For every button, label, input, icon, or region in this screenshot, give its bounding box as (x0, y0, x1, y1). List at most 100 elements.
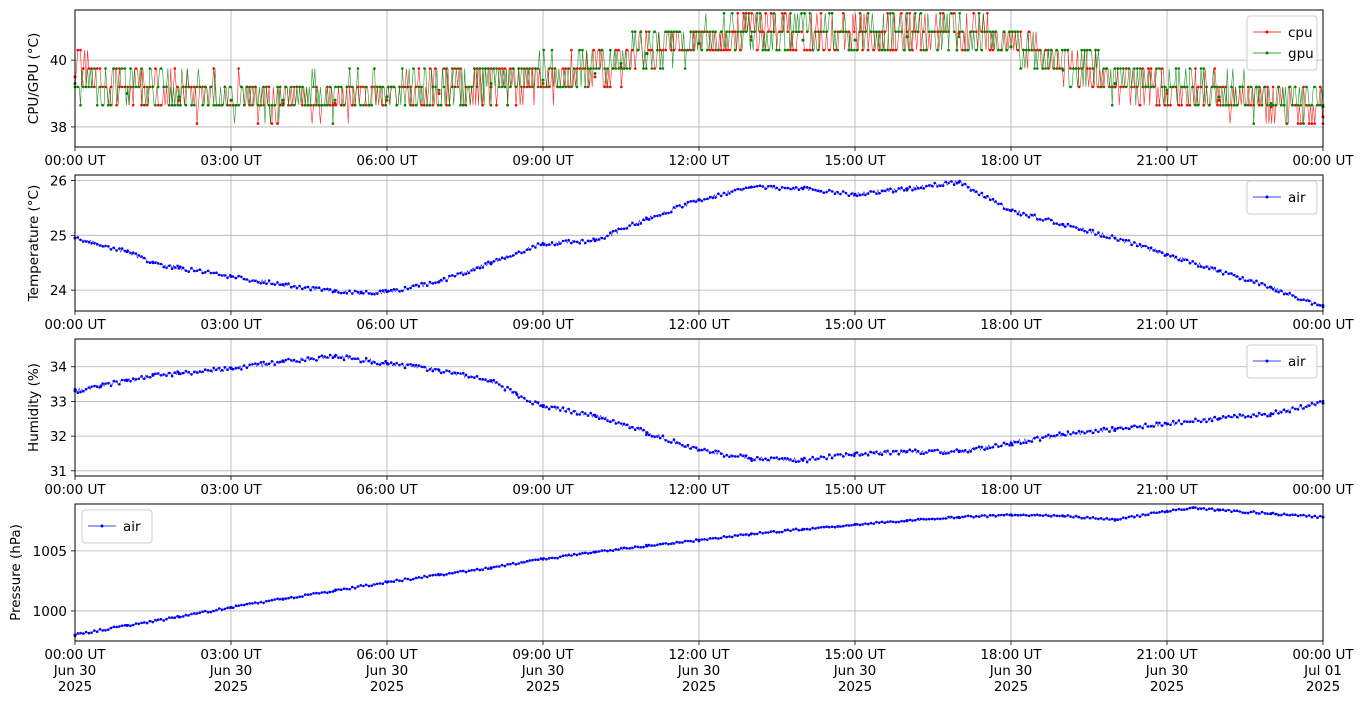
data-point (933, 30, 936, 33)
data-point (803, 12, 806, 15)
data-point (592, 237, 595, 240)
data-point (265, 362, 268, 366)
x-tick-label: 00:00 UT (1292, 647, 1354, 663)
data-point (1097, 48, 1100, 52)
data-point (897, 187, 900, 190)
data-point (678, 541, 681, 544)
x-tick-date-label: Jun 30 (989, 663, 1033, 679)
data-point (1194, 506, 1197, 509)
data-point (593, 239, 597, 243)
data-point (930, 449, 934, 453)
data-point (952, 450, 956, 453)
data-point (98, 67, 102, 70)
data-point (1133, 241, 1136, 244)
data-point (1102, 85, 1106, 89)
data-point (531, 67, 534, 70)
data-point (370, 584, 374, 587)
data-point (464, 272, 468, 276)
data-point (894, 30, 898, 33)
data-point (333, 289, 337, 293)
data-point (1094, 233, 1097, 237)
data-point (600, 48, 604, 52)
data-point (1217, 95, 1221, 99)
data-point (1213, 85, 1217, 89)
data-point (1235, 275, 1239, 278)
data-point (151, 620, 154, 624)
data-point (489, 67, 493, 70)
data-point (805, 186, 809, 189)
data-point (606, 85, 609, 89)
data-point (281, 360, 285, 364)
data-point (628, 224, 631, 227)
data-point (647, 48, 651, 52)
data-point (667, 211, 670, 215)
data-point (1205, 420, 1208, 424)
data-point (478, 67, 482, 70)
data-point (328, 288, 332, 291)
data-point (1188, 262, 1192, 265)
data-point (731, 30, 734, 33)
data-point (778, 530, 781, 534)
data-point (1061, 222, 1065, 226)
data-point (1205, 508, 1208, 512)
x-tick-date-label: Jun 30 (1145, 663, 1189, 679)
data-point (919, 48, 923, 52)
data-point (811, 455, 814, 459)
data-point (376, 582, 379, 586)
data-point (722, 48, 726, 52)
data-point (933, 518, 936, 521)
data-point (1105, 67, 1108, 70)
data-point (1061, 514, 1065, 518)
data-point (541, 557, 545, 561)
data-point (287, 357, 290, 361)
data-point (925, 184, 928, 188)
data-point (193, 269, 196, 273)
data-point (1285, 513, 1289, 517)
data-point (156, 372, 160, 375)
data-point (523, 67, 526, 70)
data-point (708, 30, 712, 33)
data-point (728, 30, 731, 33)
data-point (467, 85, 471, 89)
data-point (622, 546, 626, 549)
data-point (173, 67, 177, 70)
data-point (1288, 410, 1291, 414)
data-point (703, 447, 706, 451)
data-point (1310, 303, 1314, 306)
data-point (129, 624, 132, 628)
data-point (1147, 246, 1150, 250)
data-point (567, 85, 570, 89)
data-point (212, 366, 215, 370)
data-point (367, 103, 371, 107)
data-point (503, 389, 507, 392)
data-point (1091, 228, 1095, 232)
data-point (448, 571, 451, 575)
data-point (769, 456, 773, 459)
data-point (556, 557, 559, 560)
data-point (334, 85, 338, 89)
data-point (395, 288, 399, 291)
data-point (850, 453, 853, 457)
data-point (215, 271, 218, 275)
data-point (1119, 518, 1122, 521)
data-point (758, 184, 762, 187)
data-point (794, 460, 798, 464)
x-tick-label: 00:00 UT (1292, 153, 1354, 169)
data-point (215, 103, 218, 107)
data-point (328, 590, 332, 594)
legend-frame (1246, 180, 1318, 215)
data-point (825, 190, 828, 194)
data-point (1302, 513, 1305, 517)
data-point (333, 98, 337, 102)
data-point (541, 82, 545, 86)
data-point (342, 103, 346, 107)
data-point (1022, 48, 1025, 52)
data-point (1044, 513, 1047, 517)
data-point (957, 450, 961, 454)
x-tick-year-label: 2025 (682, 679, 716, 695)
data-point (817, 457, 820, 461)
data-point (1144, 422, 1147, 426)
data-point (697, 41, 701, 45)
